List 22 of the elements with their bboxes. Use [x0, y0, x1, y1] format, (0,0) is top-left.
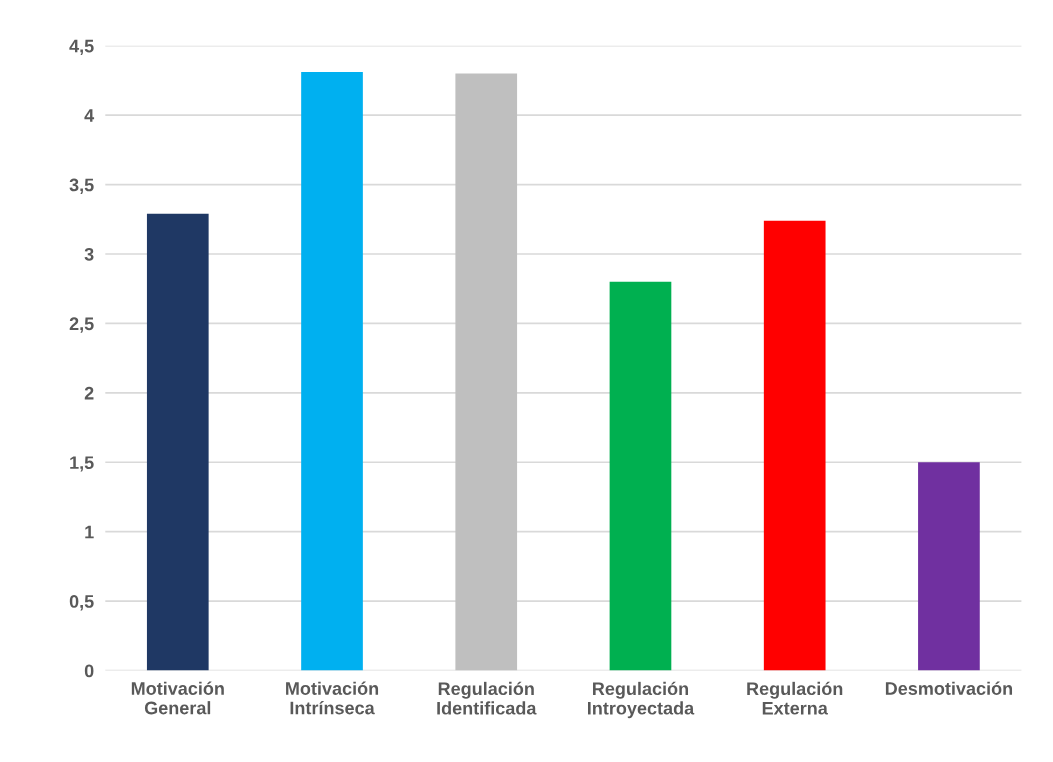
y-tick-label: 4 — [84, 109, 95, 122]
y-tick-label: 2,5 — [69, 317, 94, 333]
bar — [609, 281, 672, 671]
bar — [918, 462, 980, 671]
bar — [301, 72, 363, 671]
bar — [455, 73, 518, 671]
y-tick-label: 1,5 — [70, 456, 94, 472]
y-tick-label: 2 — [84, 386, 94, 400]
x-tick-label: Regulación Externa — [747, 681, 843, 715]
x-tick-label: Motivación General — [131, 681, 224, 715]
x-tick-label: Desmotivación — [885, 681, 1013, 695]
y-tick-label: 3 — [84, 247, 94, 261]
bar — [146, 213, 209, 671]
x-tick-label: Regulación Identificada — [437, 681, 537, 715]
y-tick-label: 4,5 — [69, 39, 94, 56]
y-tick-label: 3,5 — [69, 178, 94, 194]
x-tick-label: Regulación Introyectada — [588, 681, 695, 719]
x-tick-label: Motivación Intrínseca — [286, 681, 379, 715]
y-tick-label: 1 — [85, 525, 94, 539]
y-tick-label: 0,5 — [69, 595, 94, 611]
y-tick-label: 0 — [84, 664, 94, 678]
bar — [763, 220, 826, 671]
